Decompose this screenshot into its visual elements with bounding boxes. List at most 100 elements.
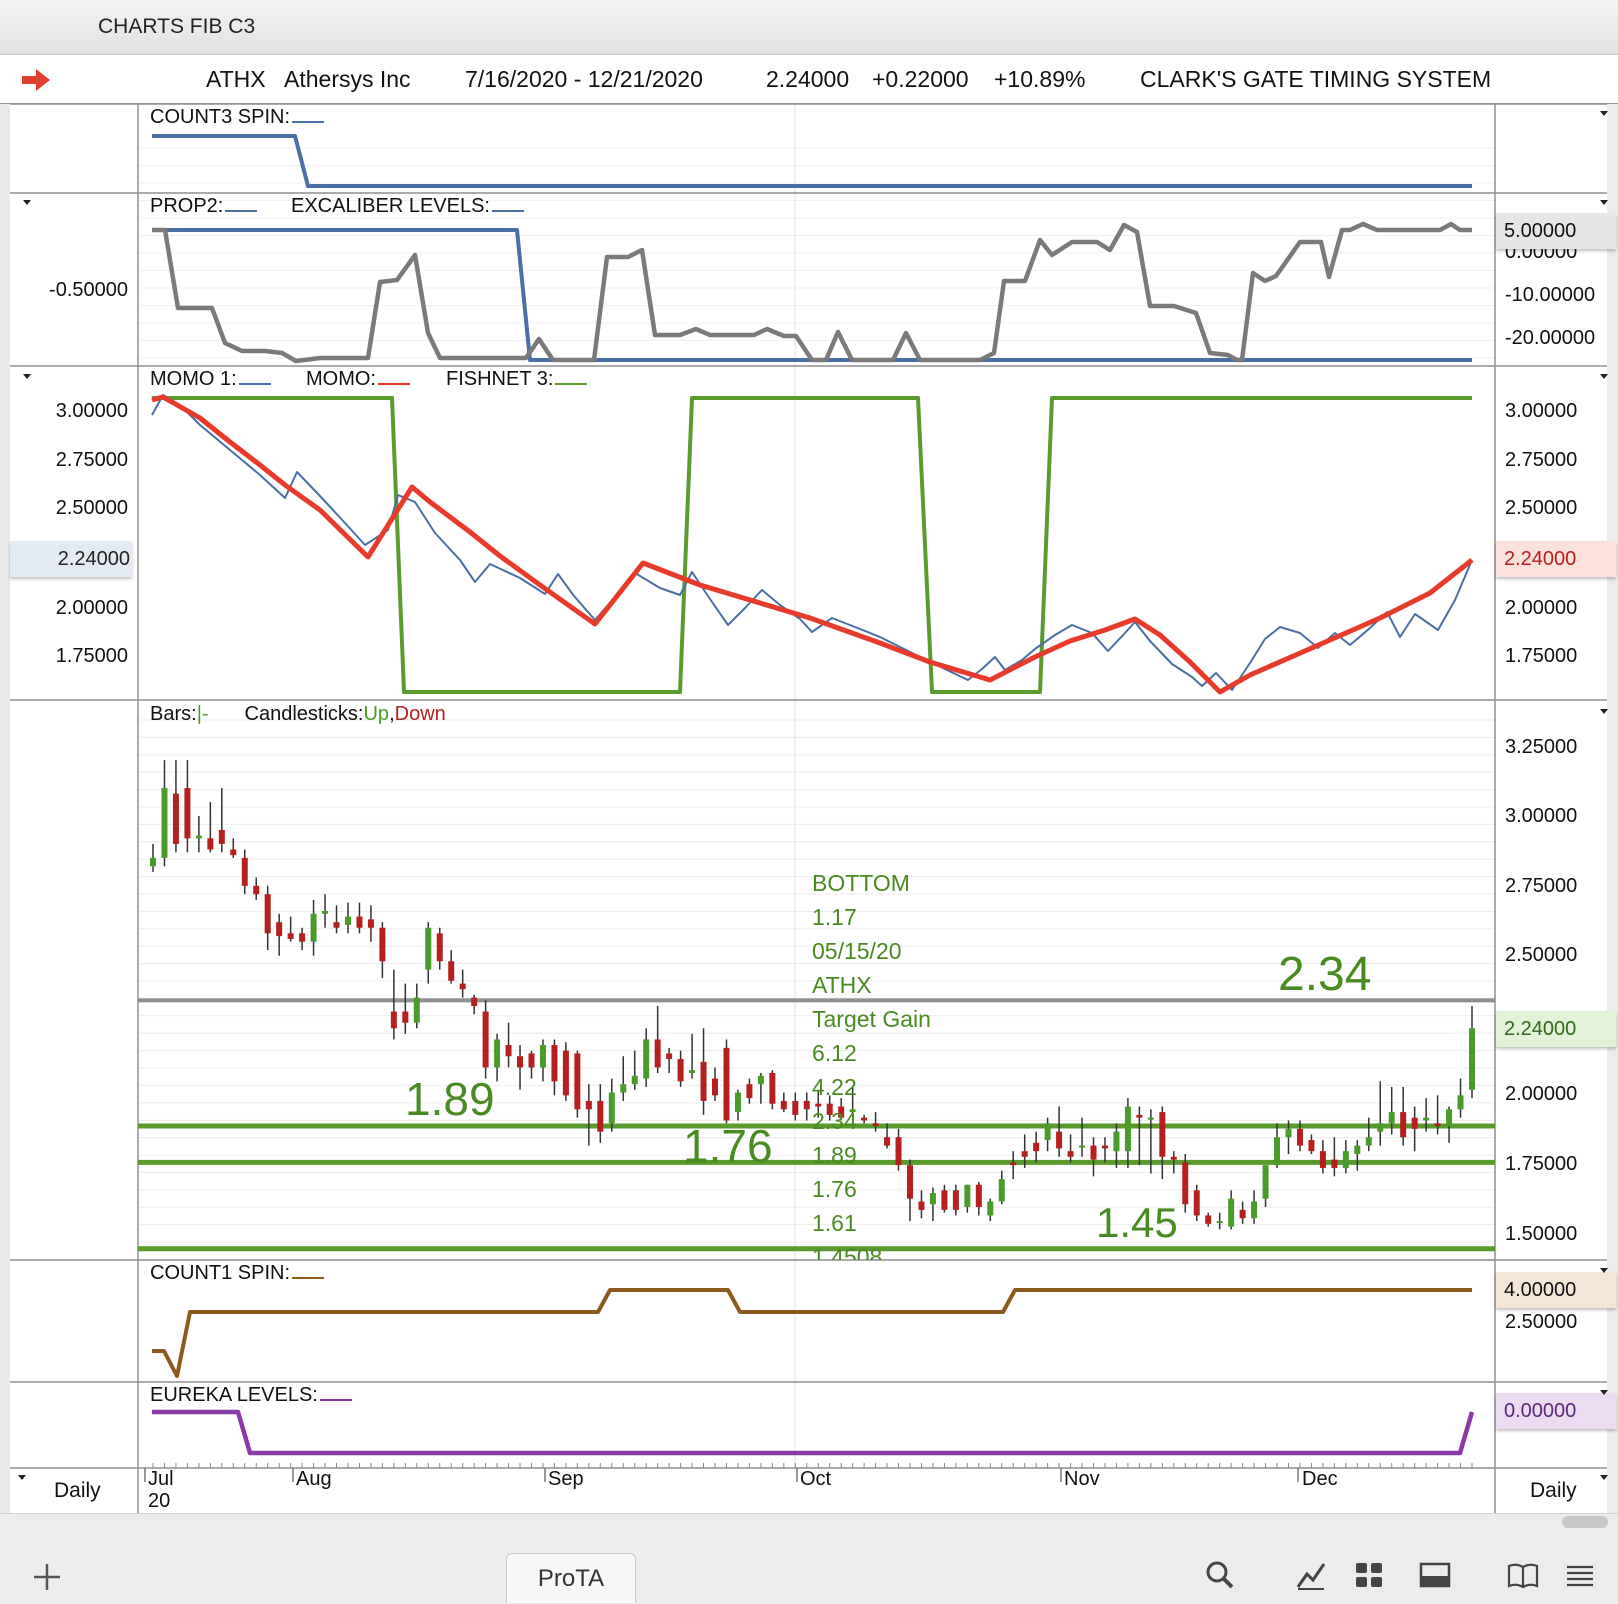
chart-line-icon[interactable] <box>1294 1558 1328 1592</box>
candle-body <box>1113 1131 1120 1152</box>
candle-body <box>1216 1221 1223 1224</box>
candle-body <box>1159 1112 1166 1157</box>
candle-body <box>299 933 306 942</box>
price-tick: 1.50000 <box>1505 1223 1578 1245</box>
fishnet-label: FISHNET 3: <box>446 368 588 391</box>
excaliber-line <box>152 228 1472 362</box>
candle-body <box>1193 1190 1200 1216</box>
period-menu-icon[interactable] <box>1600 1475 1608 1480</box>
tab-prota[interactable]: ProTA <box>506 1553 636 1603</box>
period-menu-icon[interactable] <box>18 1475 26 1480</box>
candle-body <box>1377 1123 1384 1132</box>
panel-menu-icon[interactable] <box>1600 111 1608 116</box>
count3-label: COUNT3 SPIN: <box>150 106 325 129</box>
panel-menu-icon[interactable] <box>23 374 31 379</box>
candle-body <box>1101 1145 1108 1149</box>
candle-body <box>574 1053 581 1110</box>
candle-body <box>608 1092 615 1124</box>
candle-body <box>218 829 225 844</box>
search-icon[interactable] <box>1203 1558 1237 1592</box>
last-price: 2.24000 <box>766 66 850 92</box>
fib-info-line: 2.34 <box>812 1108 857 1134</box>
candle-body <box>1434 1123 1441 1127</box>
momo-left-tick: 3.00000 <box>55 400 128 422</box>
candle-body <box>1342 1151 1349 1168</box>
candle-body <box>310 913 317 942</box>
book-icon[interactable] <box>1506 1558 1540 1592</box>
candle-body <box>620 1084 627 1093</box>
candle-body <box>367 919 374 928</box>
candle-body <box>505 1045 512 1057</box>
prop2-right-tick: -20.00000 <box>1505 327 1596 349</box>
momo-left-tick: 2.50000 <box>55 497 128 519</box>
panel-menu-icon[interactable] <box>1600 1268 1608 1273</box>
candle-body <box>769 1072 776 1104</box>
momo-right-tick: 1.75000 <box>1505 645 1578 667</box>
price-tick: 1.75000 <box>1505 1153 1578 1175</box>
count1-tick: 2.50000 <box>1505 1311 1578 1333</box>
momo-right-tick: 3.00000 <box>1505 400 1578 422</box>
panel-layout-icon[interactable] <box>1418 1558 1452 1592</box>
fib-info-line: 4.22 <box>812 1074 857 1100</box>
candle-body <box>344 916 351 925</box>
add-icon[interactable] <box>30 1560 64 1594</box>
panel-menu-icon[interactable] <box>1600 709 1608 714</box>
candle-body <box>448 961 455 981</box>
fib-info-line: 1.61 <box>812 1210 857 1236</box>
candle-body <box>230 849 237 856</box>
candle-body <box>264 894 271 934</box>
candle-body <box>884 1137 891 1146</box>
prop2-line <box>152 221 1472 364</box>
scrollbar-thumb[interactable] <box>1562 1516 1608 1528</box>
fib-info-line: Target Gain <box>812 1006 931 1032</box>
grid-icon[interactable] <box>1352 1558 1386 1592</box>
candle-body <box>975 1184 982 1208</box>
candle-body <box>929 1193 936 1205</box>
candle-body <box>436 933 443 962</box>
period-selector-right[interactable]: Daily <box>1530 1479 1577 1502</box>
candle-body <box>1147 1117 1154 1120</box>
candle-body <box>562 1050 569 1096</box>
chart-background <box>10 104 1607 1513</box>
candle-body <box>184 788 191 839</box>
momo-line <box>151 394 1474 695</box>
momo-right-badge: 2.24000 <box>1496 541 1616 577</box>
candle-body <box>471 997 478 1006</box>
period-selector-left[interactable]: Daily <box>54 1479 101 1502</box>
candle-body <box>1296 1128 1303 1146</box>
candle-body <box>1331 1159 1338 1168</box>
excaliber-label: EXCALIBER LEVELS: <box>291 195 524 218</box>
fib-info-line: 6.12 <box>812 1040 857 1066</box>
menu-icon[interactable] <box>1563 1558 1597 1592</box>
candle-body <box>952 1190 959 1210</box>
price-tick: 3.25000 <box>1505 736 1578 758</box>
prop2-left-tick: -0.50000 <box>49 279 128 301</box>
panel-menu-icon[interactable] <box>1600 1390 1608 1395</box>
arrow-right-icon[interactable] <box>22 69 50 91</box>
fib-annotation-145: 1.45 <box>1096 1199 1178 1246</box>
panel-menu-icon[interactable] <box>23 200 31 205</box>
candle-body <box>1044 1123 1051 1141</box>
candle-body <box>838 1106 845 1118</box>
fib-info-line: 1.4508 <box>812 1244 883 1260</box>
price-badge: 2.24000 <box>1496 1011 1616 1047</box>
panel-menu-icon[interactable] <box>1600 374 1608 379</box>
left-gutter <box>0 104 10 1513</box>
candle-body <box>253 885 260 895</box>
candle-body <box>780 1100 787 1110</box>
candle-body <box>1239 1209 1246 1219</box>
panel-menu-icon[interactable] <box>1600 200 1608 205</box>
count3-line <box>152 134 1472 188</box>
price-legend: Bars:|- Candlesticks:Up,Down <box>150 703 446 725</box>
candle-body <box>494 1039 501 1068</box>
chart-svg[interactable] <box>0 0 1618 1513</box>
candle-body <box>287 933 294 939</box>
candle-body <box>333 922 340 928</box>
momo-right-tick: 2.00000 <box>1505 597 1578 619</box>
momo-left-tick: 2.00000 <box>55 597 128 619</box>
chart-header: ATHX Athersys Inc 7/16/2020 - 12/21/2020… <box>0 55 1618 104</box>
candle-body <box>207 838 214 850</box>
candle-body <box>941 1190 948 1210</box>
momo-right-tick: 2.75000 <box>1505 449 1578 471</box>
candle-body <box>551 1045 558 1082</box>
